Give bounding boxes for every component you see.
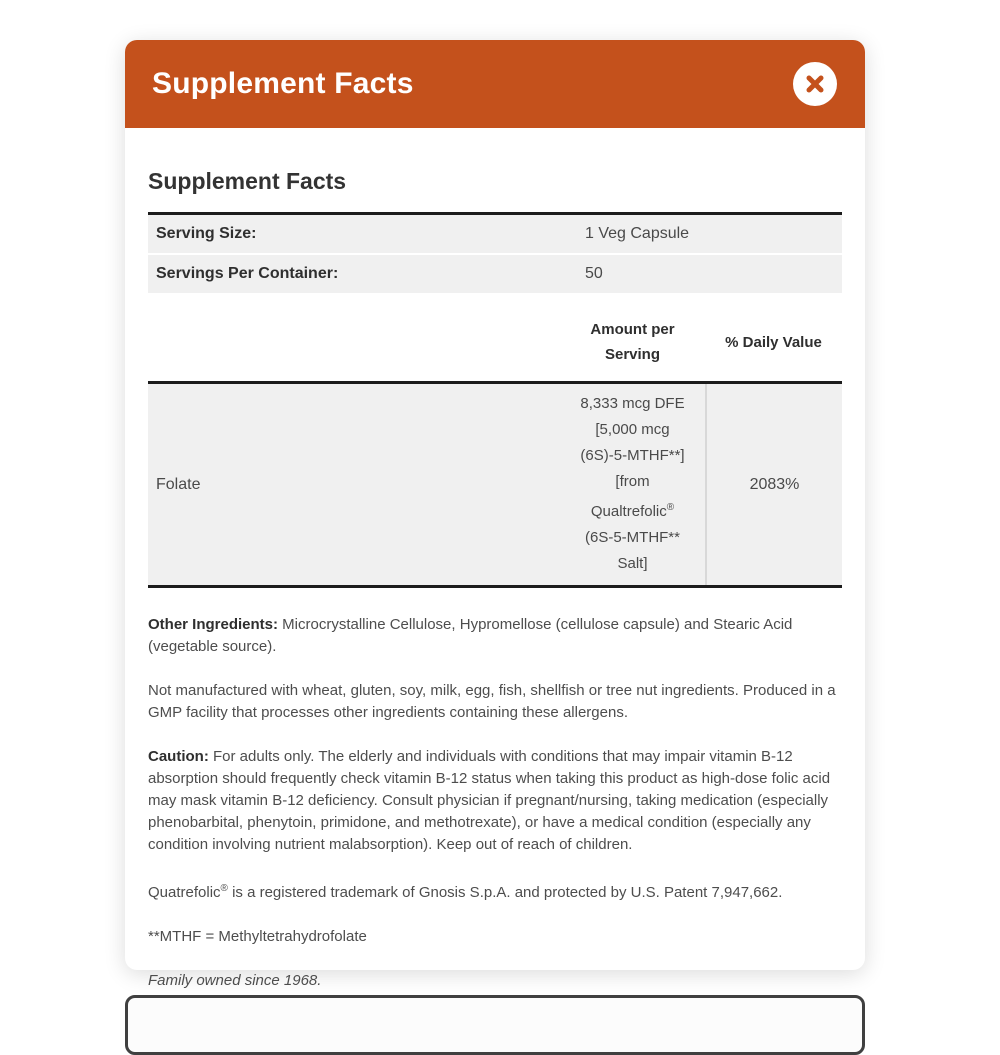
registered-trademark-symbol: ® [220,883,228,894]
registered-trademark-symbol: ® [666,502,675,513]
nutrient-name: Folate [156,475,201,493]
close-icon [804,73,826,95]
serving-size-label: Serving Size: [156,225,257,242]
serving-info-table: Serving Size: 1 Veg Capsule Servings Per… [148,212,842,293]
daily-value-header: % Daily Value [725,333,822,351]
modal-title: Supplement Facts [152,67,414,100]
modal-header: Supplement Facts [125,40,865,128]
servings-per-container-label: Servings Per Container: [156,265,339,282]
notes-section: Other Ingredients: Microcrystalline Cell… [148,614,842,992]
servings-per-container-value: 50 [585,265,603,282]
serving-size-value: 1 Veg Capsule [585,225,690,242]
table-row: Servings Per Container: 50 [148,255,842,293]
allergen-paragraph: Not manufactured with wheat, gluten, soy… [148,682,836,721]
family-owned-note: Family owned since 1968. [148,972,322,989]
amount-per-serving-header: Amount per Serving [590,321,675,363]
column-headers-row: Amount per Serving % Daily Value [148,293,842,381]
trademark-paragraph: Quatrefolic® is a registered trademark o… [148,883,783,901]
caution-paragraph: Caution: For adults only. The elderly an… [148,748,831,853]
next-section-card [125,995,865,1055]
supplement-facts-modal: Supplement Facts Supplement Facts Servin… [125,40,865,989]
facts-heading: Supplement Facts [148,168,347,194]
other-ingredients-paragraph: Other Ingredients: Microcrystalline Cell… [148,616,793,655]
modal-content: Supplement Facts Serving Size: 1 Veg Cap… [125,168,865,992]
nutrient-amount-cell: 8,333 mcg DFE [5,000 mcg (6S)-5-MTHF**] … [580,395,685,572]
table-row: Serving Size: 1 Veg Capsule [148,215,842,253]
mthf-footnote: **MTHF = Methyltetrahydrofolate [148,928,367,945]
nutrient-table: Folate 8,333 mcg DFE [5,000 mcg (6S)-5-M… [148,381,842,588]
table-row: Folate 8,333 mcg DFE [5,000 mcg (6S)-5-M… [148,384,842,585]
nutrient-daily-value: 2083% [705,384,842,585]
close-button[interactable] [793,62,837,106]
